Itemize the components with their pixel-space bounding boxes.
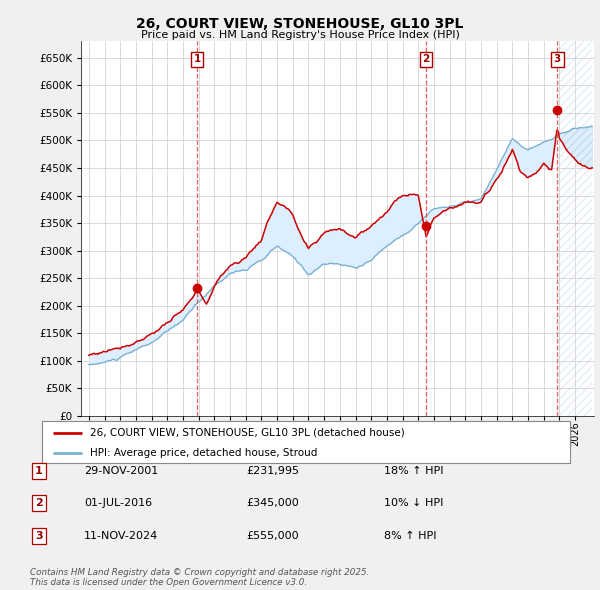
Text: 1: 1 (35, 466, 43, 476)
Text: £231,995: £231,995 (246, 466, 299, 476)
Text: 11-NOV-2024: 11-NOV-2024 (84, 531, 158, 540)
Text: 2: 2 (422, 54, 430, 64)
Text: 26, COURT VIEW, STONEHOUSE, GL10 3PL: 26, COURT VIEW, STONEHOUSE, GL10 3PL (136, 17, 464, 31)
Text: Contains HM Land Registry data © Crown copyright and database right 2025.
This d: Contains HM Land Registry data © Crown c… (30, 568, 370, 587)
Text: 01-JUL-2016: 01-JUL-2016 (84, 499, 152, 508)
Text: £345,000: £345,000 (246, 499, 299, 508)
Text: Price paid vs. HM Land Registry's House Price Index (HPI): Price paid vs. HM Land Registry's House … (140, 30, 460, 40)
Text: 29-NOV-2001: 29-NOV-2001 (84, 466, 158, 476)
Text: 3: 3 (554, 54, 561, 64)
Text: HPI: Average price, detached house, Stroud: HPI: Average price, detached house, Stro… (89, 448, 317, 457)
Text: £555,000: £555,000 (246, 531, 299, 540)
Text: 26, COURT VIEW, STONEHOUSE, GL10 3PL (detached house): 26, COURT VIEW, STONEHOUSE, GL10 3PL (de… (89, 428, 404, 438)
Text: 10% ↓ HPI: 10% ↓ HPI (384, 499, 443, 508)
Text: 18% ↑ HPI: 18% ↑ HPI (384, 466, 443, 476)
Text: 1: 1 (194, 54, 201, 64)
Text: 8% ↑ HPI: 8% ↑ HPI (384, 531, 437, 540)
Text: 3: 3 (35, 531, 43, 540)
Text: 2: 2 (35, 499, 43, 508)
